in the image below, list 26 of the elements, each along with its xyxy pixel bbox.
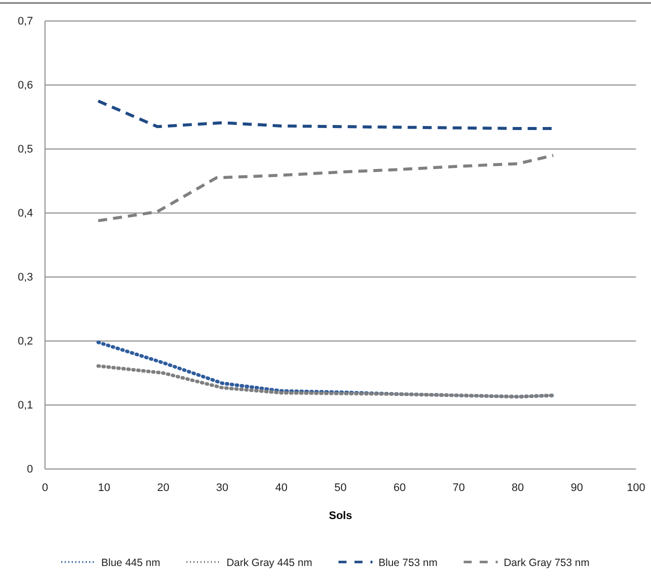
x-tick-label: 60	[393, 482, 406, 494]
x-tick-label: 10	[98, 482, 110, 494]
y-tick-label: 0	[26, 464, 33, 476]
y-tick-label: 0,2	[18, 336, 33, 348]
line-series	[96, 364, 556, 398]
x-tick-label: 70	[452, 482, 465, 494]
y-tick-label: 0,3	[18, 272, 33, 284]
y-tick-label: 0,4	[18, 208, 33, 220]
x-tick-label: 0	[42, 482, 48, 494]
legend-label: Blue 753 nm	[378, 557, 438, 569]
legend-label: Dark Gray 445 nm	[226, 557, 312, 569]
legend-label: Dark Gray 753 nm	[504, 557, 590, 569]
y-tick-label: 0,1	[18, 400, 33, 412]
y-tick-label: 0,6	[18, 80, 33, 92]
x-tick-label: 80	[512, 482, 524, 494]
x-tick-label: 20	[157, 482, 170, 494]
y-tick-label: 0,7	[18, 16, 33, 28]
x-tick-label: 50	[334, 482, 347, 494]
x-tick-label: 100	[626, 482, 646, 494]
x-axis-title: Sols	[328, 510, 352, 522]
line-series	[96, 340, 556, 398]
x-tick-label: 30	[216, 482, 228, 494]
x-tick-label: 90	[570, 482, 584, 494]
y-tick-label: 0,5	[18, 144, 33, 156]
legend-label: Blue 445 nm	[101, 557, 160, 569]
x-tick-label: 40	[275, 482, 288, 494]
